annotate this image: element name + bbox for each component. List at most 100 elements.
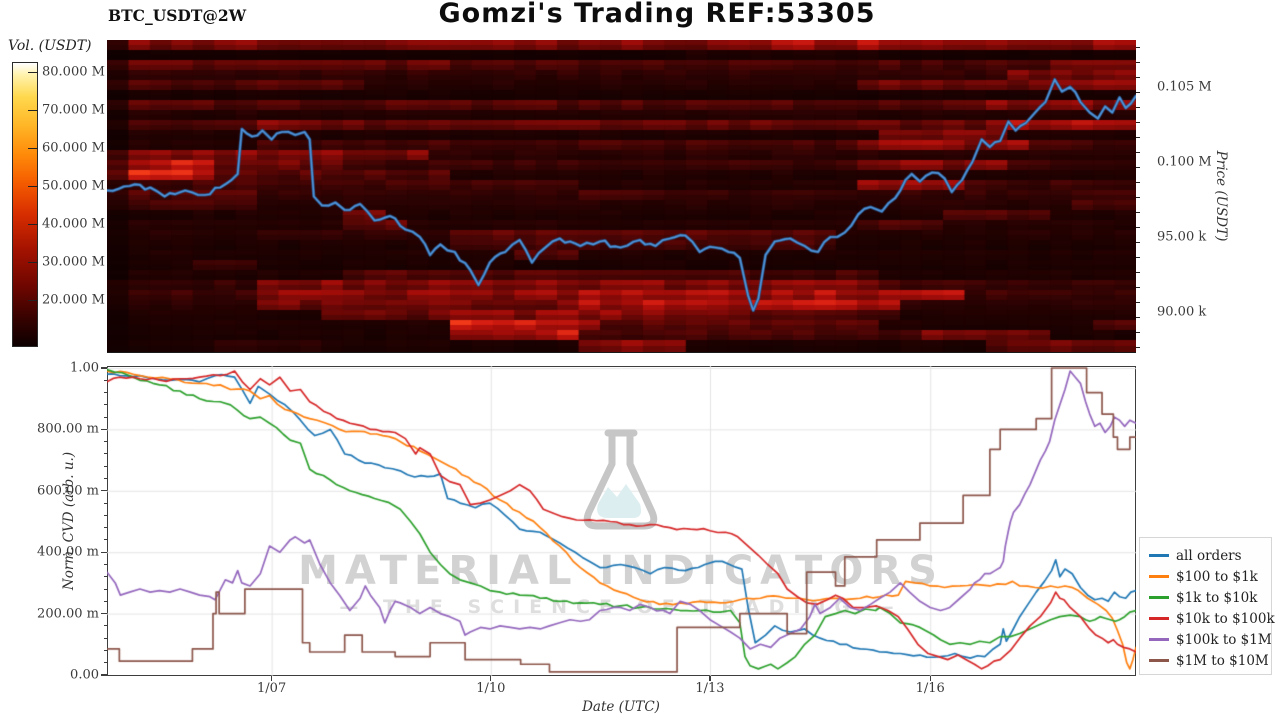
price-axis-tick-mark [1136,166,1140,168]
price-axis-tick-mark [1136,151,1140,153]
legend-item: $1M to $10M [1149,650,1271,671]
price-axis-tick-mark [1136,46,1140,48]
cvd-y-minor-tick [103,465,107,467]
legend-item: $1k to $10k [1149,587,1271,608]
price-axis-tick-mark [1136,256,1140,258]
price-axis-tick-mark [1136,241,1140,243]
legend-line-swatch [1149,554,1169,557]
liquidity-heatmap-canvas [107,40,1136,353]
cvd-y-minor-tick [103,441,107,443]
price-axis-tick-mark [1136,136,1140,138]
colorbar-tick-mark [28,299,38,301]
cvd-x-tick-label: 1/10 [476,681,506,696]
price-axis-tick-mark [1136,181,1140,183]
symbol-label: BTC_USDT@2W [108,6,247,25]
cvd-y-tick-label: 200.00 m [37,606,99,622]
price-tick-label: 90.00 k [1157,304,1207,320]
cvd-y-axis-label: Norm. CVD (arb. u.) [61,451,77,591]
volume-colorbar [12,62,38,347]
colorbar-tick-label: 70.000 M [42,102,105,118]
price-axis-tick-mark [1136,331,1140,333]
price-axis-tick-mark [1136,61,1140,63]
price-tick-label: 0.105 M [1157,79,1212,95]
legend-item-label: $10k to $100k [1176,610,1275,627]
legend-item-label: $100 to $1k [1176,568,1258,585]
cvd-y-minor-tick [103,404,107,406]
price-axis-tick-mark [1136,271,1140,273]
cvd-y-minor-tick [103,490,107,492]
price-axis-tick-mark [1136,316,1140,318]
colorbar-tick-mark [28,261,38,263]
page-title: Gomzi's Trading REF:53305 [438,0,876,29]
colorbar-tick-label: 30.000 M [42,254,105,270]
legend-item-label: $100k to $1M [1176,631,1272,648]
legend-item-label: $1k to $10k [1176,589,1258,606]
colorbar-tick-mark [28,185,38,187]
cvd-y-minor-tick [103,379,107,381]
price-axis-tick-mark [1136,346,1140,348]
colorbar-label: Vol. (USDT) [8,38,92,54]
cvd-y-minor-tick [103,416,107,418]
price-axis-tick-mark [1136,301,1140,303]
cvd-y-minor-tick [103,576,107,578]
legend-line-swatch [1149,575,1169,578]
cvd-y-minor-tick [103,392,107,394]
price-axis-tick-mark [1136,286,1140,288]
cvd-y-minor-tick [103,551,107,553]
cvd-x-tick-label: 1/07 [257,681,287,696]
legend-line-swatch [1149,638,1169,641]
legend-line-swatch [1149,659,1169,662]
cvd-y-minor-tick [103,588,107,590]
price-axis-tick-mark [1136,106,1140,108]
colorbar-tick-label: 20.000 M [42,292,105,308]
cvd-x-tick-mark [271,676,273,681]
price-axis-tick-mark [1136,76,1140,78]
price-axis-label: Price (USDT) [1213,150,1229,242]
price-axis-tick-mark [1136,91,1140,93]
cvd-y-minor-tick [103,613,107,615]
cvd-y-tick-label: 400.00 m [37,544,99,560]
legend-item: $100k to $1M [1149,629,1272,650]
price-tick-label: 0.100 M [1157,154,1212,170]
colorbar-tick-mark [28,71,38,73]
cvd-y-tick-label: 800.00 m [37,421,99,437]
price-axis-tick-mark [1136,211,1140,213]
legend-item: $10k to $100k [1149,608,1275,629]
cvd-y-tick-label: 600.00 m [37,483,99,499]
cvd-y-tick-label: 1.00 [70,360,99,376]
legend-item-label: all orders [1176,547,1242,564]
cvd-y-minor-tick [103,600,107,602]
colorbar-tick-label: 50.000 M [42,178,105,194]
legend: all orders $100 to $1k $1k to $10k $10k to … [1139,537,1275,675]
price-tick-label: 95.00 k [1157,229,1207,245]
cvd-y-minor-tick [103,539,107,541]
date-axis-label: Date (UTC) [582,699,660,715]
legend-line-swatch [1149,617,1169,620]
cvd-y-minor-tick [103,367,107,369]
cvd-y-minor-tick [103,428,107,430]
colorbar-tick-mark [28,109,38,111]
legend-line-swatch [1149,596,1169,599]
cvd-y-minor-tick [103,563,107,565]
cvd-y-minor-tick [103,649,107,651]
cvd-x-tick-label: 1/13 [695,681,725,696]
cvd-x-tick-mark [709,676,711,681]
price-axis-tick-mark [1136,121,1140,123]
cvd-y-tick-mark [101,674,107,676]
cvd-series-canvas [107,366,1136,676]
cvd-y-minor-tick [103,662,107,664]
cvd-y-minor-tick [103,514,107,516]
cvd-x-tick-label: 1/16 [915,681,945,696]
cvd-y-minor-tick [103,637,107,639]
colorbar-tick-mark [28,147,38,149]
cvd-y-minor-tick [103,527,107,529]
price-axis-tick-mark [1136,196,1140,198]
price-axis-tick-mark [1136,226,1140,228]
cvd-y-minor-tick [103,625,107,627]
colorbar-tick-label: 60.000 M [42,140,105,156]
cvd-x-tick-mark [929,676,931,681]
colorbar-tick-label: 40.000 M [42,216,105,232]
colorbar-tick-label: 80.000 M [42,64,105,80]
cvd-y-minor-tick [103,502,107,504]
